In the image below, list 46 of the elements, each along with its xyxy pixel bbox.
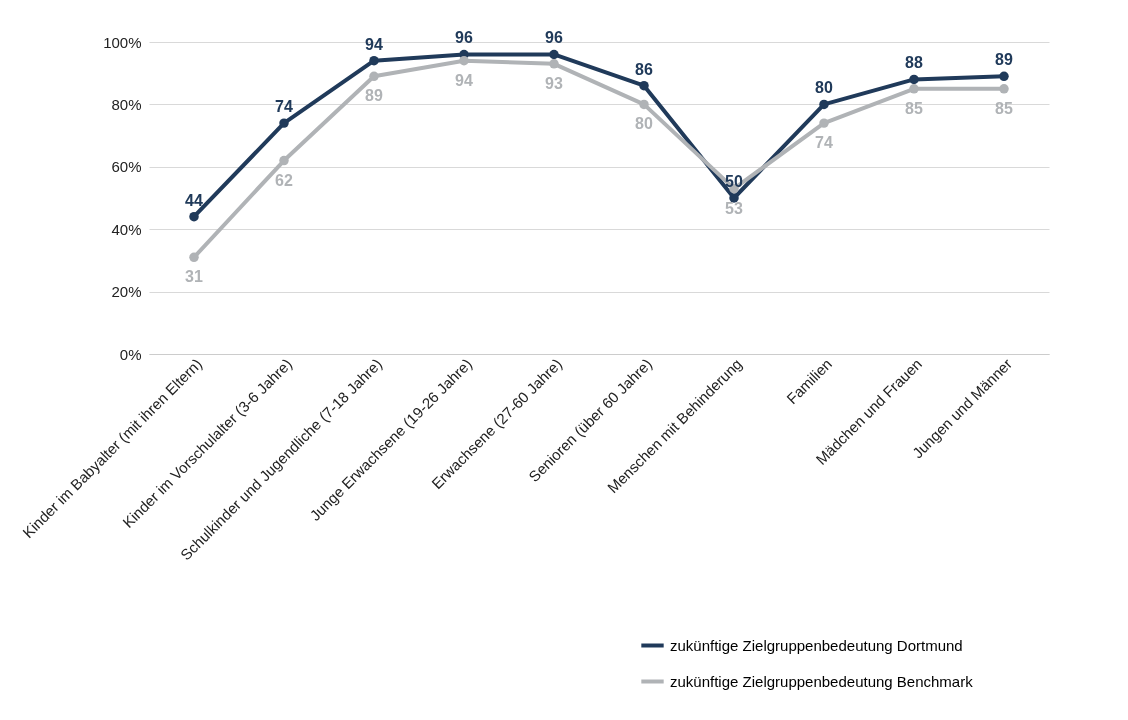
point (189, 252, 199, 263)
y-tick-label: 80% (111, 95, 142, 113)
data-label: 89 (365, 87, 383, 105)
y-tick-label: 60% (111, 158, 142, 176)
data-label: 80 (815, 79, 833, 97)
legend-label: zukünftige Zielgruppenbedeutung Dortmund (670, 636, 963, 654)
y-tick-label: 0% (119, 345, 142, 363)
data-label: 96 (545, 29, 563, 47)
data-label: 44 (185, 191, 203, 209)
data-label: 85 (905, 99, 923, 117)
data-label: 94 (365, 35, 383, 53)
data-label: 96 (455, 29, 473, 47)
data-label: 86 (635, 60, 653, 78)
data-label: 85 (995, 99, 1013, 117)
point (369, 55, 379, 66)
data-label: 80 (635, 115, 653, 133)
data-label: 88 (905, 54, 923, 72)
point (639, 80, 649, 91)
data-label: 62 (275, 171, 293, 189)
point (729, 193, 739, 203)
point (999, 84, 1009, 94)
legend-label: zukünftige Zielgruppenbedeutung Benchmark (670, 672, 974, 690)
data-label: 93 (545, 74, 563, 92)
point (639, 99, 649, 110)
point (369, 71, 379, 82)
point (819, 99, 829, 110)
y-tick-label: 20% (111, 283, 142, 301)
data-label: 89 (995, 51, 1013, 69)
point (549, 49, 559, 60)
point (279, 118, 289, 128)
point (549, 59, 559, 69)
point (279, 155, 289, 166)
y-tick-label: 40% (111, 220, 142, 238)
data-label: 31 (185, 268, 203, 286)
point (189, 211, 199, 222)
point (819, 118, 829, 128)
data-label: 74 (275, 98, 293, 116)
data-label: 74 (815, 134, 833, 152)
point (999, 71, 1009, 82)
data-label: 50 (725, 173, 743, 190)
data-label: 53 (725, 199, 743, 217)
data-label: 94 (455, 71, 473, 89)
point (909, 84, 919, 94)
y-tick-label: 100% (103, 33, 142, 51)
point (909, 74, 919, 85)
point (459, 55, 469, 66)
